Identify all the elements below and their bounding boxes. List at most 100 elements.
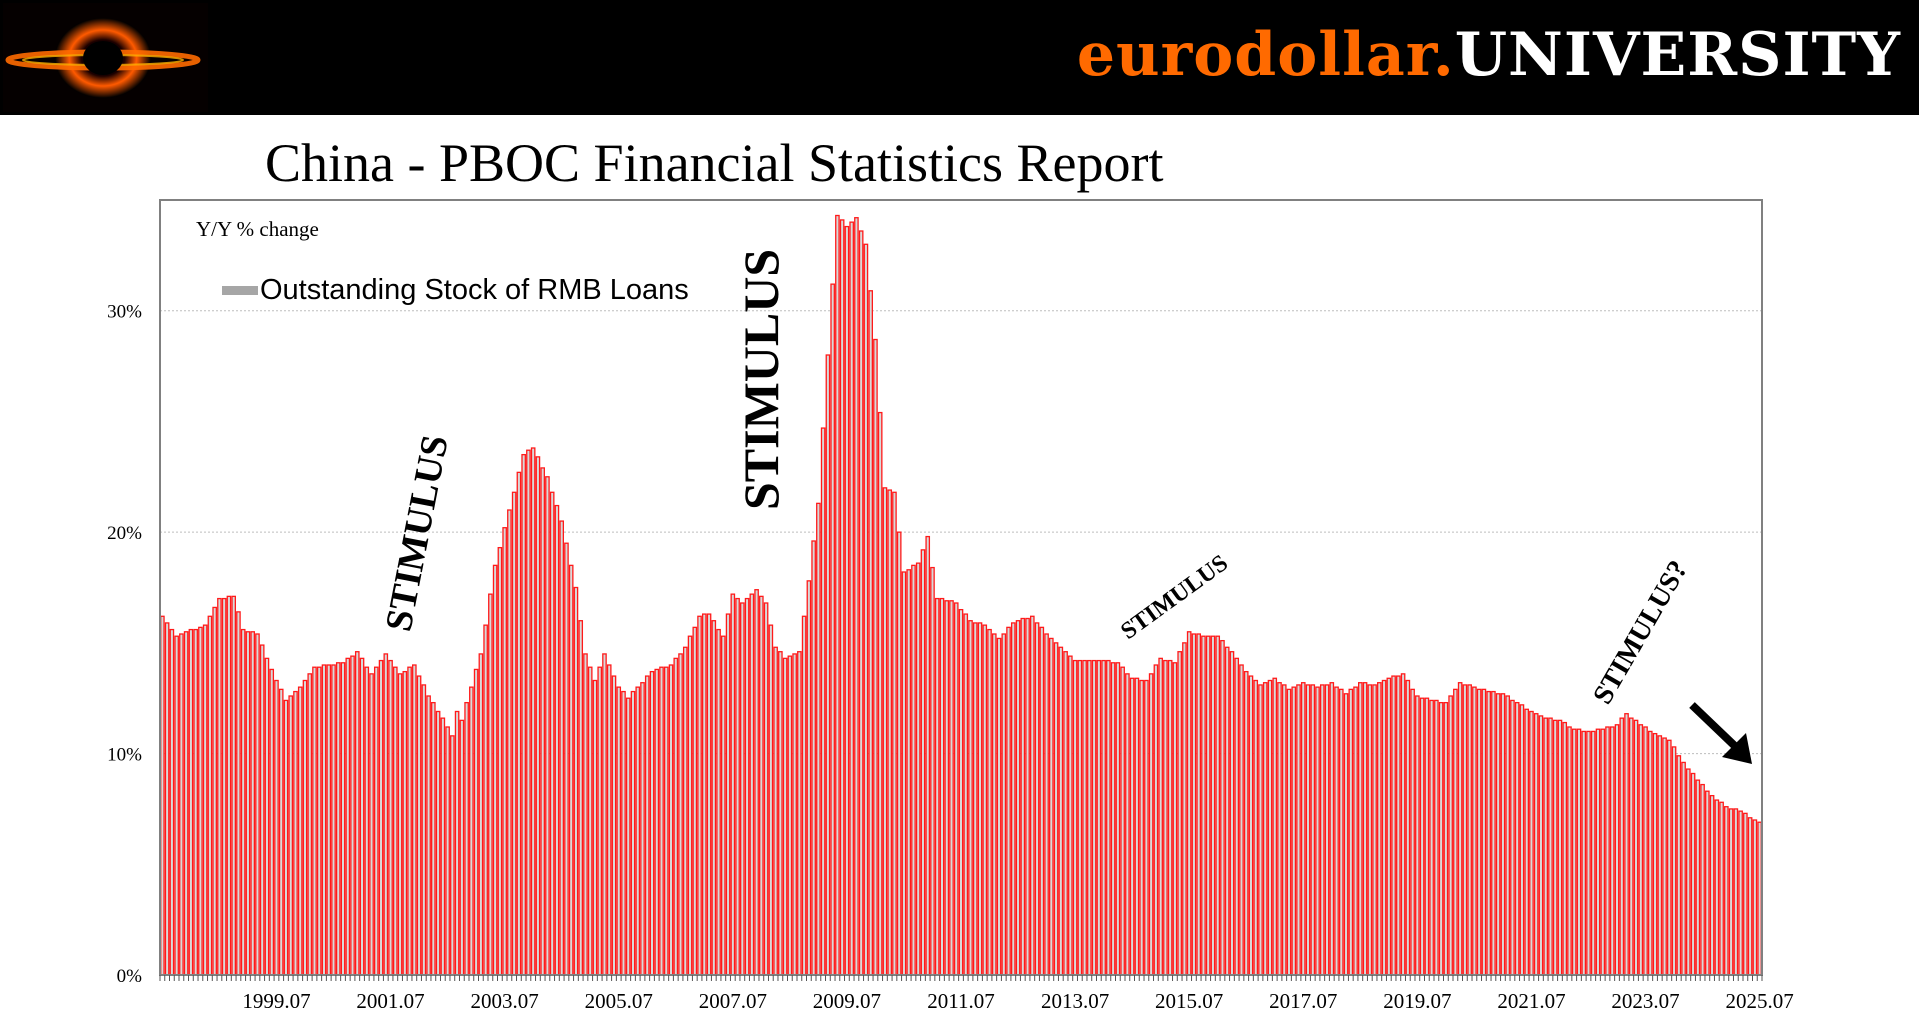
bar [863,243,869,976]
bar [1377,682,1382,976]
bar [1129,677,1135,976]
bar [1215,635,1221,976]
x-tick-label: 2015.07 [1155,989,1223,1013]
bar [1134,677,1140,976]
bar [1201,635,1206,976]
bar [991,633,997,976]
bar [255,633,260,976]
down-arrow-icon [1689,702,1752,764]
bar [1177,651,1182,976]
bar [768,624,774,976]
bar [497,546,503,976]
bar [221,597,227,976]
bar [925,535,931,976]
bar [1548,717,1553,976]
bar [673,657,679,976]
bar [559,520,565,976]
x-tick-label: 2003.07 [471,989,539,1013]
bar [369,673,374,976]
bar [782,657,788,976]
x-tick-labels: 1999.07 2001.07 2003.07 2005.07 2007.07 2009.… [242,989,1793,1013]
bar [516,471,522,976]
bar [1058,646,1064,976]
bar [1562,721,1568,976]
bar [1148,673,1154,976]
bar [530,447,536,976]
bar [896,531,902,976]
bar [887,489,893,976]
bar [350,655,355,976]
bar [1158,657,1163,976]
y-tick-labels: 0% 10% 20% 30% [107,302,142,987]
bar [250,631,256,976]
bar [1571,728,1577,976]
bar [1063,651,1068,976]
bar [740,602,745,976]
bar [1405,679,1411,976]
bar [469,686,474,976]
bar [701,613,707,976]
bar [1495,693,1501,976]
bar [792,653,797,976]
bar [725,613,731,976]
x-tick-label: 2019.07 [1383,989,1451,1013]
bar [1705,790,1710,976]
bar [545,476,550,976]
bar [1500,693,1506,976]
bar [654,668,660,976]
bar [564,542,569,976]
x-tick-label: 2011.07 [927,989,994,1013]
bar [858,230,864,976]
bar [1358,682,1363,976]
bar [825,354,831,976]
bar [169,628,175,976]
bar [1434,699,1439,976]
bar [730,593,736,976]
bar [1315,686,1320,976]
bar [1724,806,1729,976]
bar [236,611,241,976]
bar [944,600,950,976]
bar [288,695,294,976]
bar [1310,684,1316,976]
bar [1410,688,1415,976]
bar [1695,779,1701,976]
x-tick-marks [159,975,1763,981]
bar [1671,746,1677,976]
bar [1681,761,1686,976]
bar [972,622,978,976]
bar [830,283,835,976]
bar [934,597,940,976]
bar [283,699,289,976]
bar [1006,626,1011,976]
bar [882,487,888,976]
bar [1462,684,1468,976]
bar [1234,657,1240,976]
bar [1106,659,1111,976]
bar [1182,642,1187,976]
bar [920,549,926,976]
bar [231,595,237,976]
bar [839,219,845,976]
bar [958,608,964,976]
bar [953,602,959,976]
bar [407,666,412,976]
bar [820,427,826,976]
bar [511,491,517,976]
bar [806,580,812,976]
bar [1448,695,1453,976]
bar [1628,717,1634,976]
bar [240,628,246,976]
bar [1172,662,1178,976]
bar [1590,730,1596,976]
bar [716,628,721,976]
bar [692,626,698,976]
bar [711,620,717,976]
bar [179,633,184,976]
bar [1453,688,1458,976]
bar [1120,666,1125,976]
bar [987,628,992,976]
bar [198,626,203,976]
bar [1614,724,1620,976]
bar [640,682,645,976]
